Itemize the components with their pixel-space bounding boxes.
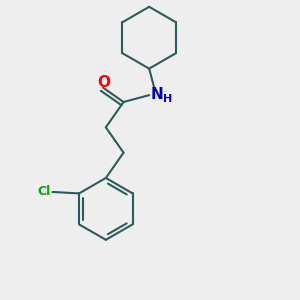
Text: H: H bbox=[163, 94, 172, 104]
Text: N: N bbox=[151, 87, 164, 102]
Text: O: O bbox=[97, 75, 110, 90]
Text: Cl: Cl bbox=[37, 185, 50, 198]
